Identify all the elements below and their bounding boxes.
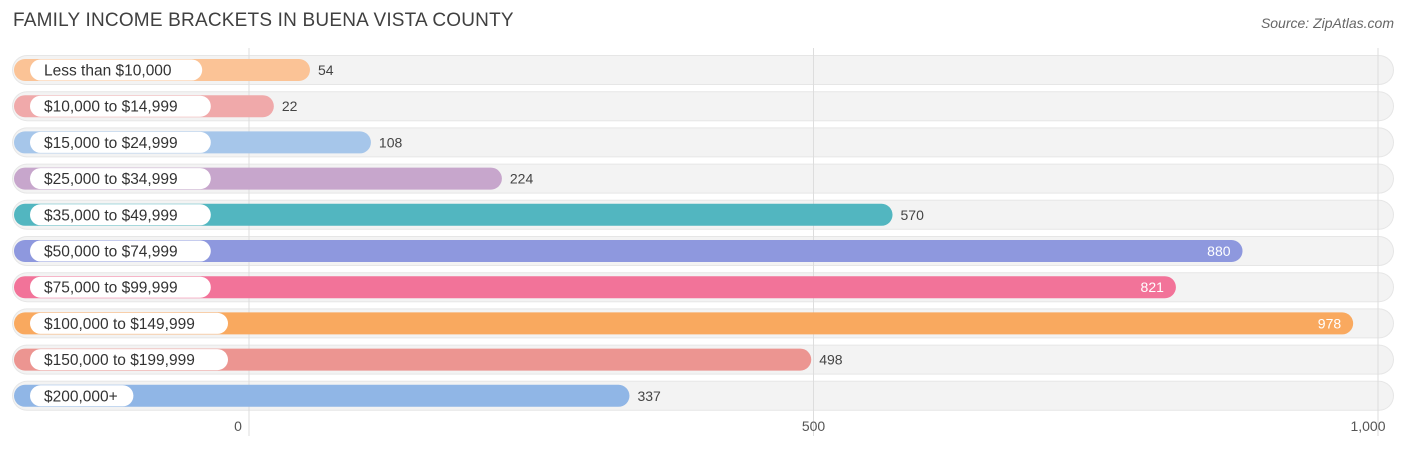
category-pill (30, 131, 211, 153)
category-pill (30, 168, 211, 190)
value-label: 880 (1207, 243, 1231, 259)
value-label: 224 (510, 171, 534, 187)
value-label: 570 (901, 207, 925, 223)
value-label: 54 (318, 62, 334, 78)
category-pill (30, 240, 211, 262)
bar (14, 312, 1354, 335)
chart-title: FAMILY INCOME BRACKETS IN BUENA VISTA CO… (13, 10, 514, 31)
value-label: 821 (1141, 279, 1165, 295)
x-tick-label: 1,000 (1350, 418, 1385, 434)
row-track (13, 92, 1393, 121)
bar (14, 203, 893, 226)
category-label: $75,000 to $99,999 (44, 280, 178, 297)
category-pill (30, 276, 211, 298)
category-pill (30, 385, 134, 407)
category-label: $35,000 to $49,999 (44, 207, 178, 224)
category-pill (30, 312, 228, 334)
bar (14, 240, 1243, 262)
category-pill (30, 204, 211, 226)
category-label: $25,000 to $34,999 (44, 171, 178, 188)
value-label: 108 (379, 134, 403, 150)
x-tick-label: 0 (234, 418, 242, 434)
value-label: 978 (1318, 315, 1342, 331)
category-label: $150,000 to $199,999 (44, 352, 195, 369)
value-label: 22 (282, 98, 298, 114)
category-label: $200,000+ (44, 388, 118, 405)
category-label: $100,000 to $149,999 (44, 316, 195, 333)
source-credit: Source: ZipAtlas.com (1260, 15, 1394, 31)
category-label: $50,000 to $74,999 (44, 244, 178, 261)
category-label: Less than $10,000 (44, 63, 172, 80)
category-label: $10,000 to $14,999 (44, 99, 178, 116)
bar (14, 384, 630, 407)
x-tick-label: 500 (802, 418, 826, 434)
value-label: 337 (637, 388, 661, 404)
bar (14, 276, 1176, 299)
row-track (13, 56, 1393, 84)
value-label: 498 (819, 352, 843, 368)
category-label: $15,000 to $24,999 (44, 135, 178, 152)
category-pill (30, 95, 211, 117)
category-pill (30, 349, 228, 371)
category-pill (30, 59, 203, 81)
